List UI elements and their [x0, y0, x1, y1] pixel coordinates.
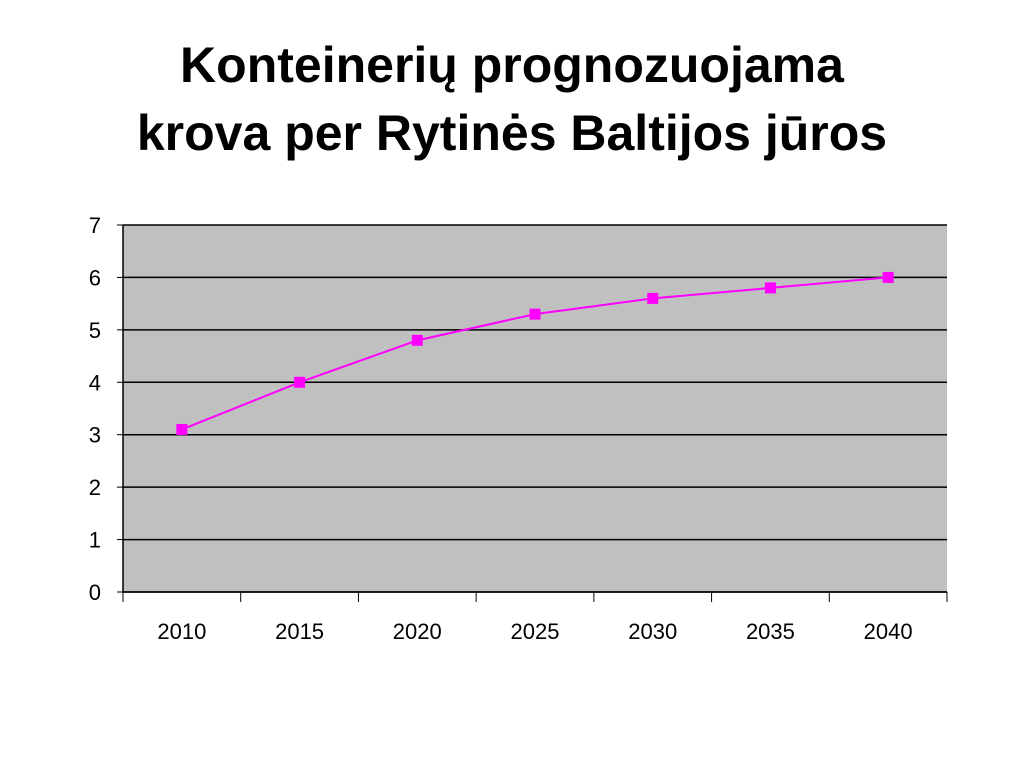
marker	[882, 271, 894, 283]
y-tick-label: 0	[89, 580, 101, 605]
marker	[764, 282, 776, 294]
x-tick-label: 2035	[746, 619, 795, 644]
marker	[176, 423, 188, 435]
x-tick-label: 2040	[864, 619, 913, 644]
x-tick-label: 2015	[275, 619, 324, 644]
y-tick-label: 4	[89, 370, 101, 395]
y-tick-label: 6	[89, 265, 101, 290]
x-tick-label: 2030	[628, 619, 677, 644]
y-tick-label: 5	[89, 318, 101, 343]
y-tick-label: 7	[89, 213, 101, 238]
x-tick-label: 2010	[157, 619, 206, 644]
marker	[647, 292, 659, 304]
plot-area	[123, 225, 947, 592]
marker	[294, 376, 306, 388]
marker	[529, 308, 541, 320]
y-tick-label: 1	[89, 528, 101, 553]
marker	[411, 334, 423, 346]
x-tick-label: 2020	[393, 619, 442, 644]
chart-title: Konteinerių prognozuojama	[180, 37, 845, 93]
y-tick-label: 2	[89, 475, 101, 500]
y-tick-label: 3	[89, 423, 101, 448]
x-tick-label: 2025	[511, 619, 560, 644]
chart-title: krova per Rytinės Baltijos jūros	[137, 105, 887, 161]
